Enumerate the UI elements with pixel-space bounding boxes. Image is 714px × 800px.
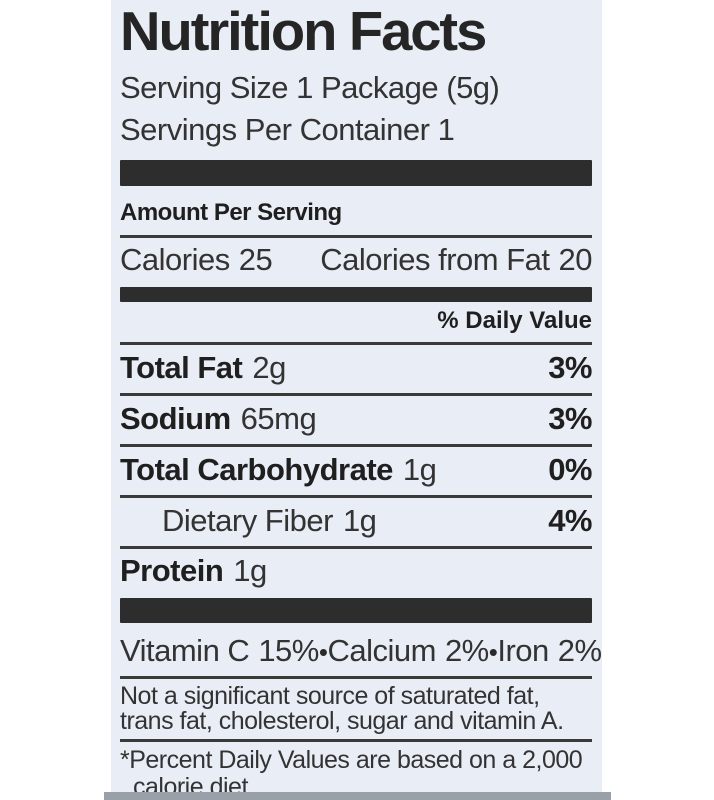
bullet-separator: •: [318, 637, 328, 667]
note-line-2: trans fat, cholesterol, sugar and vitami…: [120, 707, 564, 735]
daily-value-percent: 0%: [548, 452, 592, 487]
nutrient-row-total-carbohydrate: Total Carbohydrate 1g 0%: [120, 453, 592, 487]
vitamin-c-pair: Vitamin C 15%: [120, 633, 319, 668]
hairline-divider: [120, 676, 592, 679]
nutrient-row-sodium: Sodium 65mg 3%: [120, 402, 592, 436]
hairline-divider: [120, 342, 592, 345]
not-significant-note: Not a significant source of saturated fa…: [120, 684, 592, 734]
nutrient-name-amount: Protein 1g: [120, 553, 267, 588]
hairline-divider: [120, 444, 592, 447]
daily-value-percent: 3%: [548, 350, 592, 385]
nutrient-name-amount: Total Carbohydrate 1g: [120, 452, 437, 487]
calcium-pair: Calcium 2%: [327, 633, 489, 668]
daily-value-percent: 4%: [548, 503, 592, 538]
footnote-line-1: *Percent Daily Values are based on a 2,0…: [120, 746, 583, 774]
servings-per-container-line: Servings Per Container 1: [120, 112, 455, 147]
hairline-divider: [120, 546, 592, 549]
nutrition-facts-label: Nutrition Facts Serving Size 1 Package (…: [111, 0, 602, 800]
medium-divider: [120, 287, 592, 302]
hairline-divider: [120, 495, 592, 498]
calories-from-fat-label: Calories from Fat: [320, 242, 550, 277]
nutrient-name-amount: Sodium 65mg: [120, 401, 317, 436]
nutrient-row-total-fat: Total Fat 2g 3%: [120, 351, 592, 385]
daily-value-percent: 3%: [548, 401, 592, 436]
iron-pair: Iron 2%: [497, 633, 602, 668]
bullet-separator: •: [488, 637, 498, 667]
hairline-divider: [120, 393, 592, 396]
nutrient-name-amount: Dietary Fiber 1g: [162, 503, 377, 538]
nutrient-name-amount: Total Fat 2g: [120, 350, 286, 385]
calories-pair: Calories 25: [120, 242, 273, 277]
calories-label: Calories: [120, 242, 230, 277]
nutrient-row-dietary-fiber: Dietary Fiber 1g 4%: [120, 504, 592, 538]
percent-daily-values-footnote: *Percent Daily Values are based on a 2,0…: [120, 747, 592, 800]
calories-from-fat-pair: Calories from Fat 20: [320, 243, 592, 276]
thick-divider-bottom: [120, 598, 592, 623]
hairline-divider: [120, 739, 592, 742]
label-title: Nutrition Facts: [120, 0, 487, 62]
vitamins-row: Vitamin C 15% • Calcium 2% • Iron 2%: [120, 633, 602, 669]
serving-size-line: Serving Size 1 Package (5g): [120, 70, 500, 105]
hairline-divider: [120, 235, 592, 238]
thick-divider-top: [120, 160, 592, 186]
calories-row: Calories 25 Calories from Fat 20: [120, 242, 593, 277]
daily-value-header: % Daily Value: [437, 307, 592, 334]
note-line-1: Not a significant source of saturated fa…: [120, 682, 540, 710]
calories-value: 25: [238, 242, 273, 277]
amount-per-serving-heading: Amount Per Serving: [120, 199, 342, 226]
label-bottom-edge-shadow: [104, 792, 611, 800]
calories-from-fat-value: 20: [558, 242, 593, 277]
nutrient-row-protein: Protein 1g: [120, 554, 592, 588]
